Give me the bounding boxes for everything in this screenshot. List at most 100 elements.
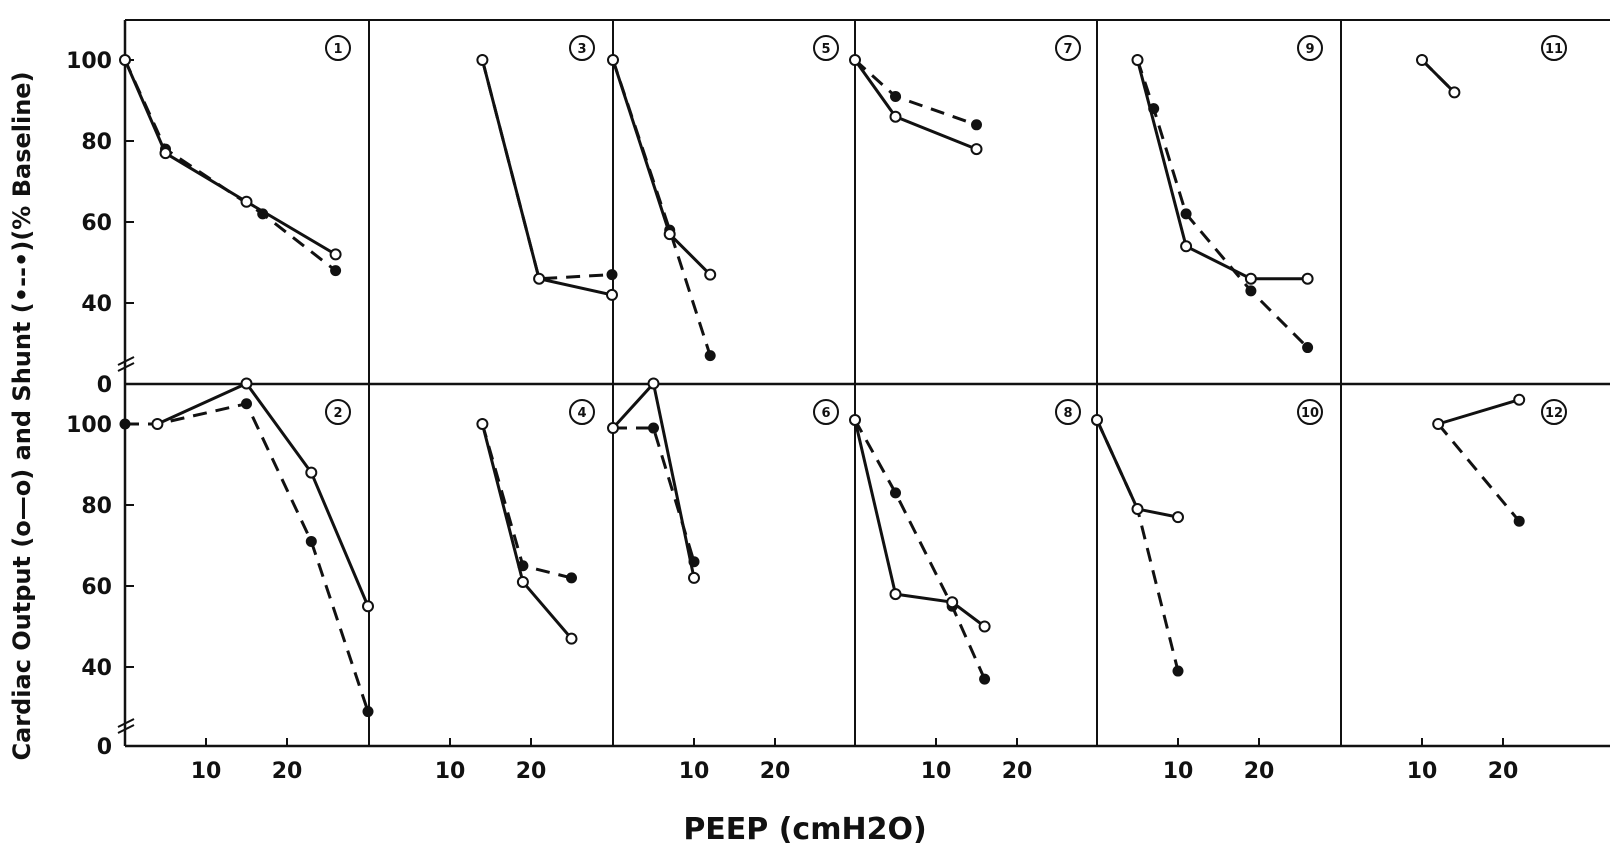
cardiac-output-point [533,272,546,285]
x-tick-label: 20 [272,759,303,784]
cardiac-output-series-line [156,384,368,607]
shunt-point [890,90,901,102]
y-tick-label: 0 [97,735,112,760]
panel-number: 4 [577,406,586,421]
cardiac-output-series-line [1437,398,1520,426]
axis-break [117,356,135,366]
cardiac-output-point [1448,86,1461,99]
cardiac-output-point [978,620,991,633]
cardiac-output-point [647,377,660,390]
panel-number-badge [569,35,595,61]
shunt-point [971,119,982,131]
cardiac-output-point [1513,393,1526,406]
cardiac-output-point [362,600,374,613]
x-axis-label: PEEP (cmH2O) [683,812,927,847]
shunt-point [1245,285,1257,297]
shunt-point [241,398,252,410]
shunt-series-line [855,419,986,680]
x-tick-label: 20 [760,759,791,784]
panel-number-badge [325,399,351,425]
y-tick-label: 40 [81,292,112,317]
panel-number-badge [813,399,839,425]
cardiac-output-point [606,288,618,301]
y-axis-label: Cardiac Output (o—o) and Shunt (•--•)(% … [8,71,36,761]
y-tick-label: 80 [81,130,112,155]
shunt-point [1302,342,1314,354]
cardiac-output-series-line [480,423,573,640]
x-tick-label: 20 [1002,759,1033,784]
cardiac-output-point [151,418,164,430]
cardiac-output-point [704,268,717,281]
y-tick-label: 80 [81,494,112,519]
panel-number-badge [325,35,351,61]
cardiac-output-point [1131,503,1144,516]
panel-number: 12 [1545,406,1563,421]
shunt-point [1180,208,1192,220]
cardiac-output-point [305,466,318,479]
cardiac-output-point [849,54,861,66]
x-tick-label: 20 [516,759,547,784]
shunt-series-line [1097,419,1180,672]
shunt-series-line [480,423,572,580]
y-tick-label: 60 [81,575,112,600]
cardiac-output-point [688,571,700,584]
shunt-point [648,422,659,434]
cardiac-output-point [1172,511,1184,524]
shunt-point [979,673,991,685]
cardiac-output-point [849,413,861,426]
shunt-series-line [855,58,977,127]
cardiac-output-point [1131,54,1144,66]
shunt-point [704,350,716,362]
panel-number: 3 [577,42,586,57]
cardiac-output-point [970,143,983,156]
cardiac-output-point [476,418,489,430]
panel-number-badge [813,35,839,61]
shunt-point [362,706,374,718]
shunt-series-line [613,426,696,563]
cardiac-output-point [889,588,902,601]
cardiac-output-point [476,54,489,66]
y-tick-label: 0 [97,373,112,398]
cardiac-output-point [1301,272,1314,285]
y-tick-label: 100 [66,413,112,438]
panel-number: 10 [1301,406,1319,421]
panel-number: 1 [333,42,342,57]
cardiac-output-point [1180,240,1193,253]
x-tick-label: 10 [435,759,466,784]
panel-number: 2 [333,406,342,421]
panel-number: 9 [1305,42,1314,57]
panel-number-badge [1541,35,1567,61]
panel-number: 8 [1063,406,1072,421]
cardiac-output-point [889,110,902,123]
shunt-series-line [480,59,612,281]
cardiac-output-series-line [613,59,712,276]
y-tick-label: 60 [81,211,112,236]
shunt-series-line [1136,59,1309,349]
panel-number: 5 [821,42,830,57]
cardiac-output-point [1244,272,1257,285]
x-tick-label: 20 [1488,759,1519,784]
shunt-point [1513,515,1525,527]
cardiac-output-point [607,422,619,435]
x-tick-label: 10 [191,759,222,784]
cardiac-output-point [565,632,578,645]
x-tick-label: 10 [679,759,710,784]
cardiac-output-point [1091,413,1103,426]
shunt-point [305,535,317,547]
cardiac-output-point [159,147,172,160]
cardiac-output-point [1432,418,1445,430]
cardiac-output-series-line [480,59,612,297]
cardiac-output-point [946,596,959,609]
shunt-series-line [125,59,337,272]
shunt-point [119,418,131,430]
cardiac-output-point [607,54,619,66]
shunt-point [330,265,342,277]
shunt-point [566,572,577,584]
cardiac-output-series-line [613,384,696,579]
axis-break [117,362,135,372]
panel-number-badge [1297,35,1323,61]
panel-number: 11 [1545,42,1563,57]
cardiac-output-series-line [855,419,986,628]
shunt-point [1172,665,1184,677]
